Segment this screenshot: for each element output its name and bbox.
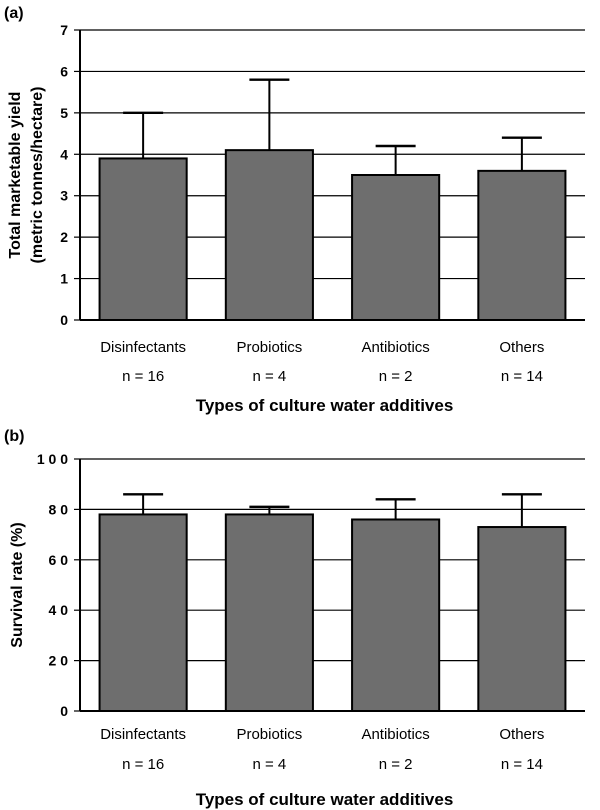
x-category-label: Probiotics — [236, 726, 302, 743]
sample-size-label: n = 14 — [501, 756, 543, 773]
panel-a: (a) 0 1 2 3 4 5 6 7 Disinfectants n = 16 Probiotics… — [4, 5, 585, 415]
sample-size-label: n = 2 — [379, 756, 413, 773]
y-tick-label: 4 0 — [49, 602, 69, 618]
x-category-label: Disinfectants — [100, 339, 186, 356]
y-tick-label: 2 — [60, 229, 68, 245]
bar — [224, 149, 314, 321]
sample-size-label: n = 14 — [501, 368, 543, 385]
y-axis-title: Total marketable yield — [7, 92, 24, 259]
sample-size-label: n = 4 — [252, 756, 286, 773]
y-tick-label: 0 — [60, 703, 68, 719]
x-category-label: Antibiotics — [361, 726, 429, 743]
sample-size-label: n = 4 — [252, 368, 286, 385]
y-tick-label: 3 — [60, 188, 68, 204]
x-axis-title: Types of culture water additives — [196, 790, 454, 809]
x-category-label: Others — [499, 726, 544, 743]
x-category-label: Antibiotics — [361, 339, 429, 356]
bar — [98, 157, 188, 321]
sample-size-label: n = 16 — [122, 756, 164, 773]
y-axis-title: (metric tonnes/hectare) — [29, 87, 46, 264]
y-axis-title: Survival rate (%) — [9, 522, 26, 647]
x-category-label: Others — [499, 339, 544, 356]
panel-label: (b) — [4, 428, 24, 445]
y-tick-label: 5 — [60, 105, 68, 121]
y-tick-label: 6 — [60, 63, 68, 79]
x-category-label: Probiotics — [236, 339, 302, 356]
y-tick-label: 1 0 0 — [37, 451, 68, 467]
bar — [477, 169, 567, 321]
bar — [351, 174, 441, 321]
bar — [351, 518, 441, 712]
panel-label: (a) — [4, 5, 24, 22]
sample-size-label: n = 16 — [122, 368, 164, 385]
x-category-label: Disinfectants — [100, 726, 186, 743]
bar — [224, 513, 314, 712]
x-axis-title: Types of culture water additives — [196, 396, 454, 415]
panel-b: (b) 0 2 0 4 0 6 0 8 0 1 0 0 Disinfectants n = 16… — [4, 428, 585, 809]
y-tick-label: 6 0 — [49, 552, 69, 568]
y-tick-label: 1 — [60, 271, 68, 287]
bar — [477, 526, 567, 712]
y-tick-label: 2 0 — [49, 653, 69, 669]
y-tick-label: 4 — [60, 146, 68, 162]
bar — [98, 513, 188, 712]
y-tick-label: 7 — [60, 22, 68, 38]
y-tick-label: 8 0 — [49, 501, 69, 517]
sample-size-label: n = 2 — [379, 368, 413, 385]
y-tick-label: 0 — [60, 312, 68, 328]
